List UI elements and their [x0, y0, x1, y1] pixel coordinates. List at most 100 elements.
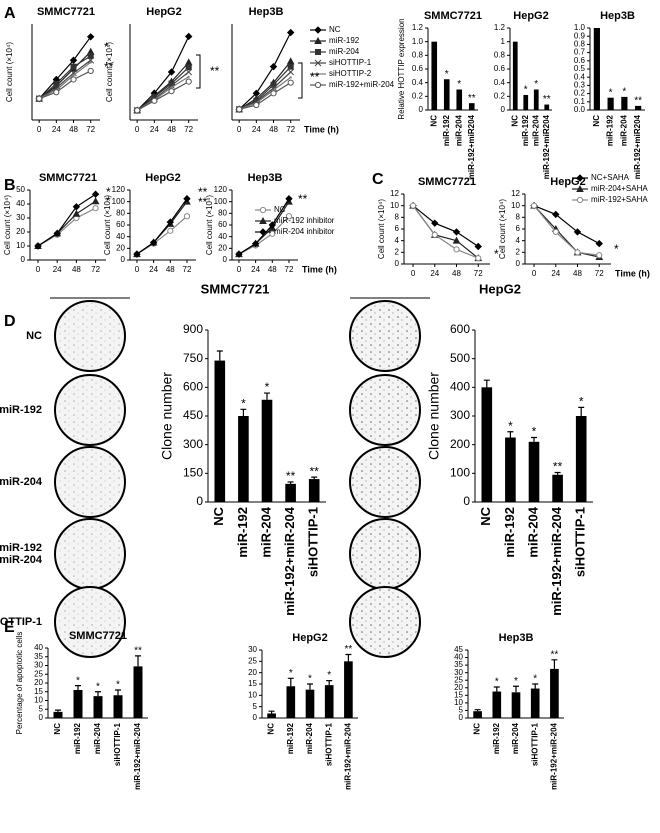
legend-label: siHOTTIP-1: [329, 58, 372, 67]
marker: [183, 213, 191, 220]
y-tick-label: 30: [16, 213, 25, 222]
y-tick-label: 35: [454, 660, 463, 669]
marker: [314, 81, 322, 89]
y-tick-label: 900: [183, 322, 203, 336]
bar: [285, 483, 296, 502]
marker: [86, 33, 95, 41]
marker: [269, 62, 278, 71]
bar: [511, 692, 521, 718]
x-tick-label: 24: [52, 125, 61, 134]
y-axis-label: Cell count (×10⁴): [103, 195, 112, 255]
y-tick-label: 0.8: [574, 40, 586, 49]
y-tick-label: 80: [218, 208, 227, 217]
x-tick-label: 0: [532, 269, 537, 278]
chart-title: HepG2: [145, 172, 180, 184]
marker: [453, 246, 460, 253]
y-tick-label: 60: [116, 220, 125, 229]
significance: *: [96, 681, 100, 692]
error-bar: [287, 481, 294, 484]
category-label: miR-192+miR-204: [549, 506, 564, 616]
marker: [268, 221, 277, 229]
marker: [285, 213, 293, 220]
marker: [576, 184, 584, 192]
significance: **: [310, 464, 320, 478]
annotation: **: [198, 185, 208, 199]
category-label: NC: [592, 115, 601, 127]
y-tick-label: 35: [34, 652, 43, 661]
x-axis-label: Time (h): [615, 268, 650, 278]
marker: [72, 209, 81, 217]
category-label: miR-204: [258, 506, 273, 557]
y-tick-label: 15: [34, 687, 43, 696]
marker: [89, 61, 92, 64]
y-axis-label: Cell count (×10⁴): [3, 195, 12, 255]
series-line: [38, 51, 92, 100]
y-axis-label: Cell count (×10⁴): [498, 199, 507, 259]
colony-dots: [352, 521, 418, 587]
category-label: miR-192+miR-204: [344, 722, 353, 789]
y-tick-label: 0.1: [574, 97, 586, 106]
annotation: **: [198, 195, 208, 209]
marker: [552, 228, 559, 236]
error-bar: [474, 709, 481, 712]
significance: *: [622, 87, 626, 98]
error-bar: [554, 471, 561, 475]
y-tick-label: 6: [516, 224, 521, 233]
y-tick-label: 0: [121, 255, 126, 264]
error-bar: [578, 406, 585, 416]
series-line: [136, 81, 189, 111]
error-bar: [55, 709, 61, 712]
y-tick-label: 25: [248, 656, 257, 665]
y-tick-label: 0.0: [574, 105, 586, 114]
y-tick-label: 20: [218, 243, 227, 252]
marker: [475, 255, 482, 262]
error-bar: [307, 683, 313, 690]
y-tick-label: 5: [253, 702, 258, 711]
significance: *: [308, 674, 312, 685]
y-tick-label: 120: [214, 185, 228, 194]
category-label: siHOTTIP-1: [573, 507, 588, 577]
y-tick-label: 0.8: [494, 50, 506, 59]
bar: [238, 416, 249, 502]
series-line: [412, 205, 479, 247]
marker: [185, 64, 192, 71]
bar: [267, 713, 276, 718]
colony-dots: [352, 589, 418, 655]
y-tick-label: 0: [196, 494, 203, 508]
marker: [133, 250, 141, 258]
category-label: miR-192: [521, 114, 530, 146]
category-label: miR-204: [619, 114, 628, 146]
x-tick-label: 48: [72, 265, 81, 274]
y-tick-label: 0: [516, 259, 521, 268]
series-line: [38, 55, 92, 100]
y-tick-label: 10: [454, 698, 463, 707]
marker: [167, 68, 176, 76]
x-tick-label: 24: [251, 265, 260, 274]
legend-label: siHOTTIP-2: [329, 69, 372, 78]
bar: [305, 689, 315, 718]
y-tick-label: 100: [214, 197, 228, 206]
significance: **: [468, 93, 476, 104]
category-label: miR-192: [502, 507, 517, 558]
marker: [236, 106, 243, 113]
marker: [34, 242, 42, 250]
panel-label: A: [4, 5, 16, 22]
bar: [73, 690, 83, 718]
x-tick-label: 24: [551, 269, 560, 278]
marker: [431, 231, 438, 238]
series-line: [533, 205, 600, 256]
y-tick-label: 1.2: [494, 23, 506, 32]
y-tick-label: 10: [34, 696, 43, 705]
marker: [573, 228, 582, 236]
annotation: **: [310, 70, 320, 84]
y-tick-label: 0.5: [574, 64, 586, 73]
y-tick-label: 12: [390, 189, 399, 198]
y-tick-label: 0: [501, 105, 506, 114]
marker: [187, 75, 190, 78]
y-tick-label: 100: [112, 197, 126, 206]
marker: [87, 56, 95, 64]
chart-title: SMMC7721: [39, 172, 97, 184]
y-axis-label: Percentage of apoptotic cells: [15, 632, 24, 735]
x-tick-label: 0: [36, 265, 41, 274]
y-tick-label: 40: [34, 643, 43, 652]
